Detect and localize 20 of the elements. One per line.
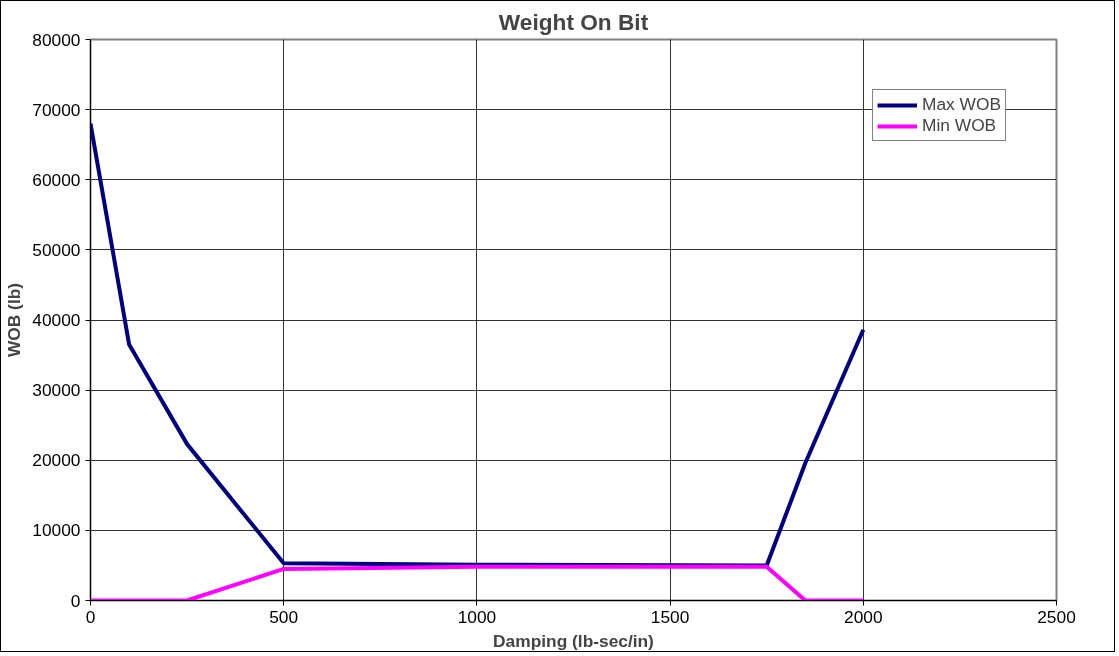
x-tick-label: 1500 bbox=[650, 606, 690, 627]
y-tick-label: 80000 bbox=[32, 29, 81, 50]
y-tick-label: 40000 bbox=[32, 310, 81, 330]
x-tick-label: 1000 bbox=[457, 606, 497, 627]
x-tick-label: 2000 bbox=[844, 606, 883, 627]
chart-title: Weight On Bit bbox=[498, 8, 649, 35]
y-tick-label: 50000 bbox=[32, 239, 81, 260]
y-tick-label: 30000 bbox=[32, 380, 81, 401]
legend-label: Max WOB bbox=[922, 94, 1001, 115]
y-tick-label: 20000 bbox=[32, 450, 81, 471]
y-tick-label: 70000 bbox=[32, 99, 81, 120]
x-tick-label: 0 bbox=[85, 606, 96, 627]
x-axis-title: Damping (lb-sec/in) bbox=[493, 630, 654, 651]
legend-label: Min WOB bbox=[922, 115, 997, 136]
y-tick-label: 60000 bbox=[32, 169, 81, 190]
x-tick-label: 500 bbox=[269, 606, 299, 627]
x-tick-label: 2500 bbox=[1037, 606, 1076, 627]
y-tick-label: 10000 bbox=[32, 520, 81, 541]
y-tick-label: 0 bbox=[70, 590, 81, 611]
y-axis-title: WOB (lb) bbox=[4, 282, 25, 358]
